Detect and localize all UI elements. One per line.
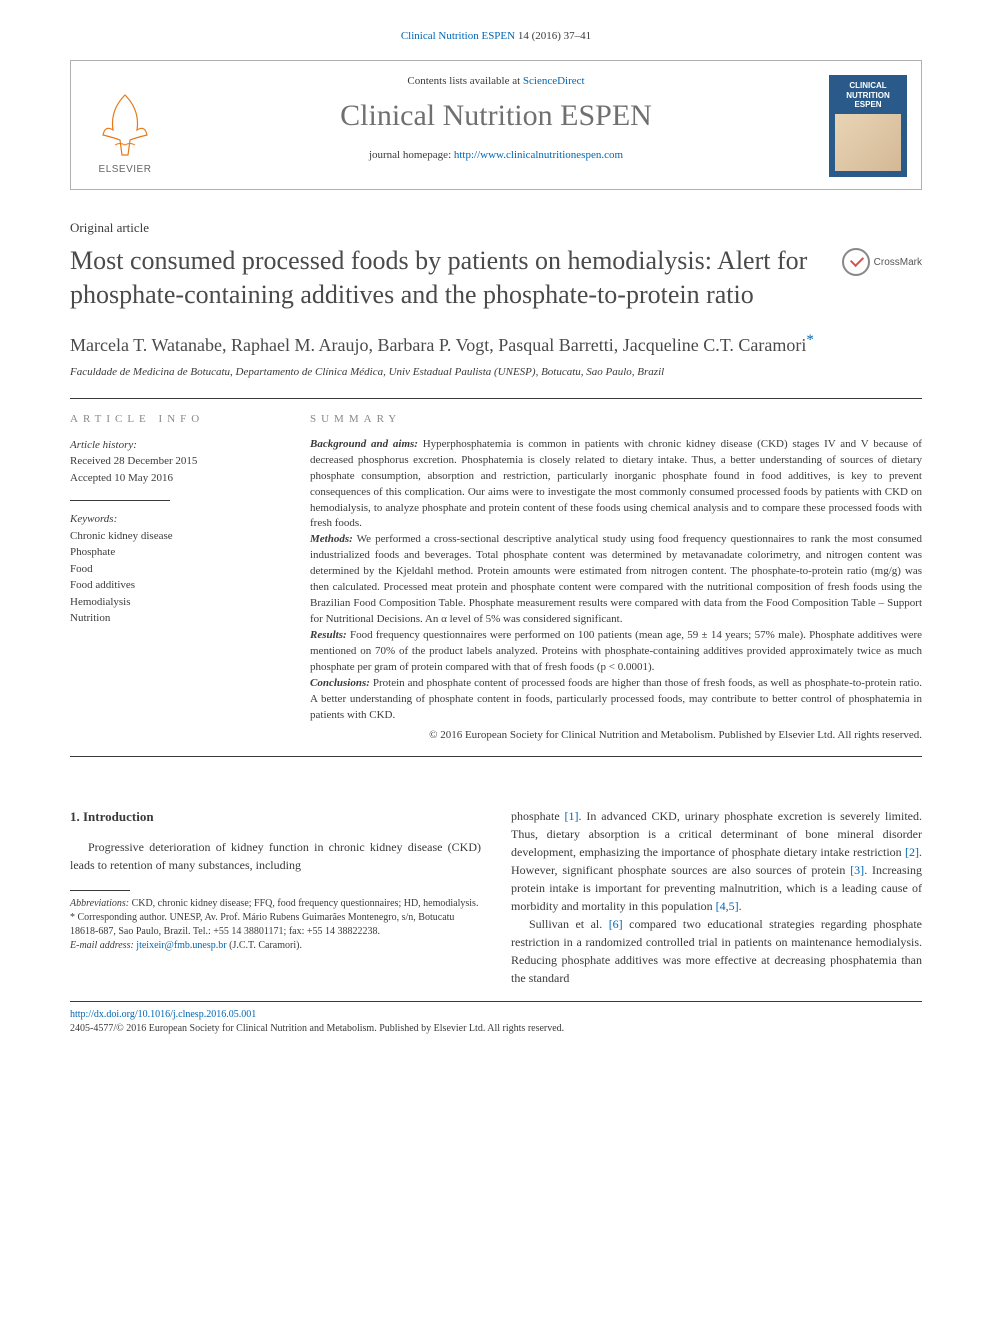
corresponding-marker: * [806,332,814,348]
background-text: Hyperphosphatemia is common in patients … [310,438,922,530]
text: Sullivan et al. [529,917,609,931]
history-label: Article history: [70,437,280,454]
background-label: Background and aims: [310,438,418,450]
journal-name: Clinical Nutrition ESPEN [181,99,811,133]
info-divider [70,500,170,501]
homepage-prefix: journal homepage: [369,149,454,161]
authors: Marcela T. Watanabe, Raphael M. Araujo, … [70,330,922,358]
author-list: Marcela T. Watanabe, Raphael M. Araujo, … [70,335,806,355]
keyword: Food additives [70,577,280,594]
keywords-block: Keywords: Chronic kidney disease Phospha… [70,511,280,627]
rule-bottom [70,756,922,757]
info-summary-row: ARTICLE INFO Article history: Received 2… [70,413,922,744]
footnote-rule [70,890,130,891]
summary: SUMMARY Background and aims: Hyperphosph… [310,413,922,744]
keyword: Phosphate [70,544,280,561]
intro-paragraph-left: Progressive deterioration of kidney func… [70,838,481,874]
crossmark-label: CrossMark [874,257,922,268]
body-right-column: phosphate [1]. In advanced CKD, urinary … [511,807,922,987]
article-info-heading: ARTICLE INFO [70,413,280,425]
intro-paragraph-right-2: Sullivan et al. [6] compared two educati… [511,915,922,987]
article-history: Article history: Received 28 December 20… [70,437,280,487]
email-suffix: (J.C.T. Caramori). [227,940,302,951]
keyword: Chronic kidney disease [70,528,280,545]
rule-top [70,398,922,399]
footer-rule [70,1001,922,1002]
text: phosphate [511,809,565,823]
sciencedirect-link[interactable]: ScienceDirect [523,75,585,87]
journal-cover-title: CLINICAL NUTRITION ESPEN [835,81,901,110]
ref-link[interactable]: [6] [609,917,623,931]
citation-ref: 14 (2016) 37–41 [515,30,591,42]
intro-heading: 1. Introduction [70,807,481,827]
email-link[interactable]: jteixeir@fmb.unesp.br [136,940,226,951]
keyword: Hemodialysis [70,594,280,611]
homepage-link[interactable]: http://www.clinicalnutritionespen.com [454,149,623,161]
keyword: Food [70,561,280,578]
abbrev-label: Abbreviations: [70,898,129,909]
results-label: Results: [310,629,347,641]
results-text: Food frequency questionnaires were perfo… [310,629,922,673]
contents-prefix: Contents lists available at [407,75,522,87]
footnotes: Abbreviations: CKD, chronic kidney disea… [70,897,481,953]
keywords-label: Keywords: [70,511,280,528]
conclusions-label: Conclusions: [310,677,370,689]
issn-copyright: 2405-4577/© 2016 European Society for Cl… [70,1023,564,1034]
elsevier-logo[interactable]: ELSEVIER [85,75,165,175]
methods-label: Methods: [310,533,353,545]
conclusions-text: Protein and phosphate content of process… [310,677,922,721]
summary-copyright: © 2016 European Society for Clinical Nut… [310,728,922,744]
article-type: Original article [70,220,922,236]
keyword: Nutrition [70,610,280,627]
history-accepted: Accepted 10 May 2016 [70,470,280,487]
summary-heading: SUMMARY [310,413,922,425]
body-left-column: 1. Introduction Progressive deterioratio… [70,807,481,987]
ref-link[interactable]: [1] [565,809,579,823]
abbrev-text: CKD, chronic kidney disease; FFQ, food f… [129,898,478,909]
history-received: Received 28 December 2015 [70,453,280,470]
ref-link[interactable]: [2] [905,845,919,859]
article-info: ARTICLE INFO Article history: Received 2… [70,413,280,744]
affiliation: Faculdade de Medicina de Botucatu, Depar… [70,366,922,378]
elsevier-tree-icon [95,90,155,160]
corr-label: * Corresponding author. [70,912,167,923]
footer: http://dx.doi.org/10.1016/j.clnesp.2016.… [70,1008,922,1036]
ref-link[interactable]: [3] [850,863,864,877]
article-title: Most consumed processed foods by patient… [70,244,822,312]
email-label: E-mail address: [70,940,134,951]
body-columns: 1. Introduction Progressive deterioratio… [70,807,922,987]
citation-line: Clinical Nutrition ESPEN 14 (2016) 37–41 [70,30,922,42]
methods-text: We performed a cross-sectional descripti… [310,533,922,625]
intro-paragraph-right-1: phosphate [1]. In advanced CKD, urinary … [511,807,922,915]
page: Clinical Nutrition ESPEN 14 (2016) 37–41… [0,0,992,1076]
journal-cover[interactable]: CLINICAL NUTRITION ESPEN [829,75,907,177]
contents-line: Contents lists available at ScienceDirec… [181,75,811,87]
summary-body: Background and aims: Hyperphosphatemia i… [310,437,922,744]
journal-cover-image [835,114,901,171]
elsevier-label: ELSEVIER [99,164,152,175]
text: . [739,899,742,913]
doi-link[interactable]: http://dx.doi.org/10.1016/j.clnesp.2016.… [70,1009,256,1020]
crossmark-icon [842,248,870,276]
homepage-line: journal homepage: http://www.clinicalnut… [181,149,811,161]
ref-link[interactable]: [4,5] [716,899,739,913]
citation-journal-link[interactable]: Clinical Nutrition ESPEN [401,30,515,42]
masthead: ELSEVIER Contents lists available at Sci… [70,60,922,190]
crossmark-badge[interactable]: CrossMark [842,248,922,276]
